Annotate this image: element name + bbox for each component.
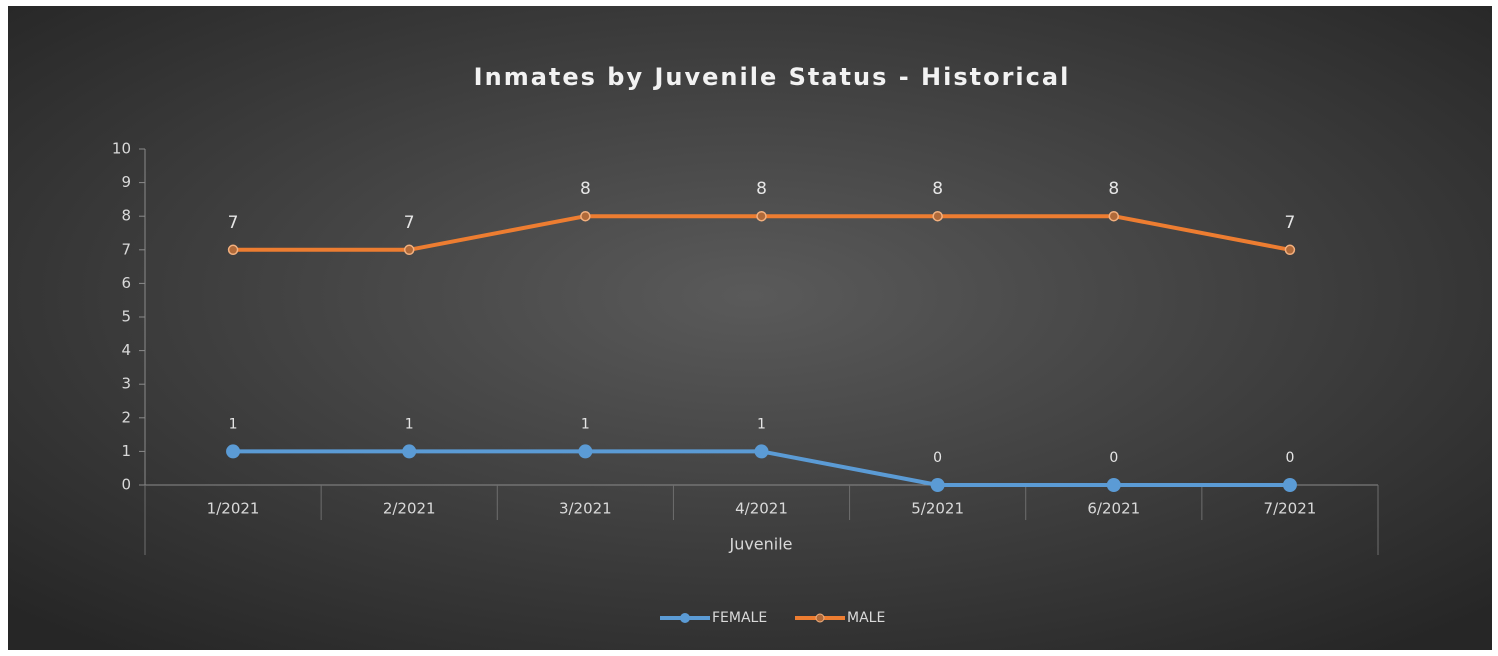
data-point — [1106, 478, 1121, 492]
data-label: 1 — [581, 416, 590, 432]
x-tick-label: 2/2021 — [383, 500, 436, 518]
data-label: 0 — [933, 450, 942, 466]
data-point — [756, 210, 767, 222]
data-label: 7 — [228, 213, 239, 233]
data-label: 8 — [580, 179, 591, 199]
data-point — [403, 244, 415, 256]
data-label: 1 — [405, 416, 414, 432]
x-tick-label: 5/2021 — [911, 500, 964, 518]
x-tick-label: 1/2021 — [207, 500, 260, 518]
data-label: 8 — [1108, 179, 1119, 199]
x-tick-label: 6/2021 — [1087, 500, 1140, 518]
data-point — [402, 444, 417, 459]
x-tick-label: 3/2021 — [559, 500, 612, 518]
data-point — [578, 444, 593, 459]
data-label: 7 — [1285, 213, 1296, 233]
data-label: 8 — [932, 179, 943, 199]
legend-marker — [815, 613, 825, 623]
data-label: 8 — [756, 179, 767, 199]
y-tick-label: 2 — [121, 408, 131, 426]
data-label: 0 — [1285, 450, 1294, 466]
data-point — [227, 244, 239, 256]
y-tick-label: 8 — [121, 207, 131, 225]
data-point — [932, 210, 943, 222]
y-tick-label: 7 — [121, 240, 131, 258]
y-tick-label: 0 — [121, 476, 131, 494]
data-label: 7 — [404, 213, 415, 233]
y-tick-label: 3 — [121, 375, 131, 393]
data-point — [580, 210, 591, 222]
y-tick-label: 4 — [121, 341, 131, 359]
data-label: 0 — [1109, 450, 1118, 466]
data-point — [930, 478, 945, 492]
legend-label: MALE — [847, 610, 885, 626]
x-axis-title: Juvenile — [728, 535, 792, 554]
chart-title: Inmates by Juvenile Status - Historical — [474, 63, 1071, 91]
data-point — [226, 444, 241, 459]
data-point — [754, 444, 769, 459]
y-tick-label: 1 — [121, 442, 131, 460]
data-point — [1108, 210, 1120, 222]
data-point — [1282, 478, 1297, 492]
y-tick-label: 6 — [121, 274, 131, 292]
y-tick-label: 9 — [121, 173, 131, 191]
legend-marker — [680, 613, 690, 623]
y-tick-label: 10 — [112, 140, 131, 158]
legend-label: FEMALE — [712, 610, 767, 626]
x-tick-label: 7/2021 — [1264, 500, 1317, 518]
data-label: 1 — [229, 416, 238, 432]
chart-background — [8, 6, 1492, 650]
data-label: 1 — [757, 416, 766, 432]
data-point — [1284, 244, 1296, 256]
x-tick-label: 4/2021 — [735, 500, 788, 518]
y-tick-label: 5 — [121, 308, 131, 326]
